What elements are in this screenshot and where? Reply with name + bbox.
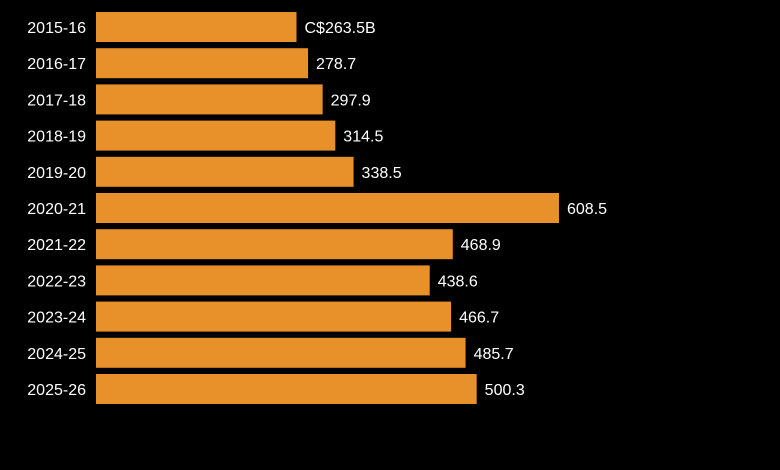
category-label-2022-23: 2022-23 bbox=[27, 273, 86, 290]
category-label-2020-21: 2020-21 bbox=[27, 201, 86, 218]
bar-2015-16 bbox=[96, 12, 297, 42]
value-label-2019-20: 338.5 bbox=[362, 165, 402, 182]
bar-2023-24 bbox=[96, 301, 452, 332]
bar-2016-17 bbox=[96, 48, 309, 79]
category-label-2021-22: 2021-22 bbox=[27, 237, 86, 254]
bar-2025-26 bbox=[96, 374, 477, 404]
value-label-2021-22: 468.9 bbox=[461, 237, 501, 254]
value-label-2018-19: 314.5 bbox=[343, 129, 383, 146]
bar-2024-25 bbox=[96, 337, 466, 368]
value-label-2020-21: 608.5 bbox=[567, 201, 607, 218]
category-label-2015-16: 2015-16 bbox=[27, 20, 86, 37]
category-label-2025-26: 2025-26 bbox=[27, 382, 86, 399]
bar-2021-22 bbox=[96, 229, 453, 260]
bar-2019-20 bbox=[96, 156, 354, 187]
bar-2022-23 bbox=[96, 265, 430, 296]
value-label-2022-23: 438.6 bbox=[438, 273, 478, 290]
value-label-2024-25: 485.7 bbox=[474, 346, 514, 363]
category-label-2016-17: 2016-17 bbox=[27, 56, 86, 73]
value-label-2016-17: 278.7 bbox=[316, 56, 356, 73]
category-label-2019-20: 2019-20 bbox=[27, 165, 86, 182]
bar-2020-21 bbox=[96, 193, 559, 223]
bar-2017-18 bbox=[96, 84, 323, 115]
bar-2018-19 bbox=[96, 120, 336, 151]
value-label-2017-18: 297.9 bbox=[331, 92, 371, 109]
value-label-2015-16: C$263.5B bbox=[304, 20, 375, 37]
value-label-2025-26: 500.3 bbox=[485, 382, 525, 399]
category-label-2023-24: 2023-24 bbox=[27, 310, 86, 327]
value-label-2023-24: 466.7 bbox=[459, 310, 499, 327]
category-label-2024-25: 2024-25 bbox=[27, 346, 86, 363]
category-label-2017-18: 2017-18 bbox=[27, 92, 86, 109]
category-label-2018-19: 2018-19 bbox=[27, 129, 86, 146]
